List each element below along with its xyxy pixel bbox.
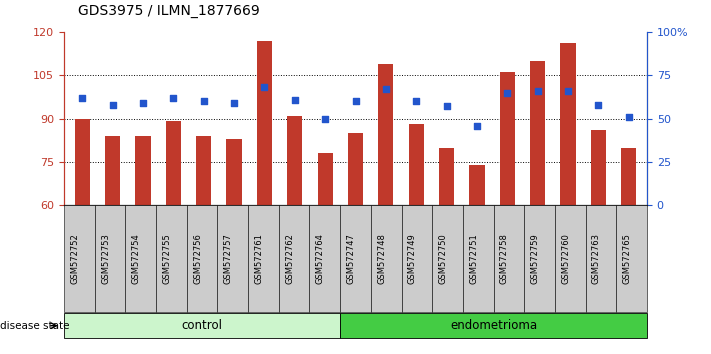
Point [562, 88, 574, 94]
Text: GSM572764: GSM572764 [316, 233, 325, 284]
Bar [226, 139, 242, 205]
Bar [591, 130, 606, 205]
Text: GSM572756: GSM572756 [193, 233, 202, 284]
Point [289, 97, 301, 102]
Bar [318, 153, 333, 205]
Text: GSM572753: GSM572753 [101, 233, 110, 284]
Text: GSM572748: GSM572748 [377, 233, 386, 284]
Text: GSM572761: GSM572761 [255, 233, 264, 284]
Point [623, 114, 634, 120]
Text: GSM572751: GSM572751 [469, 233, 479, 284]
Bar [409, 124, 424, 205]
Point [410, 98, 422, 104]
Text: GSM572755: GSM572755 [162, 233, 171, 284]
Bar [135, 136, 151, 205]
Text: GSM572759: GSM572759 [530, 233, 540, 284]
Text: disease state: disease state [0, 321, 70, 331]
Bar [75, 119, 90, 205]
Point [319, 116, 331, 121]
Point [137, 100, 149, 106]
Point [593, 102, 604, 108]
Point [380, 86, 392, 92]
Bar [287, 116, 302, 205]
Bar [621, 148, 636, 205]
Text: GSM572765: GSM572765 [623, 233, 631, 284]
Bar [469, 165, 485, 205]
Bar [348, 133, 363, 205]
Text: control: control [181, 319, 223, 332]
Text: GSM572758: GSM572758 [500, 233, 509, 284]
Text: GSM572760: GSM572760 [561, 233, 570, 284]
Point [198, 98, 209, 104]
Bar [560, 44, 576, 205]
Bar [257, 41, 272, 205]
Text: GDS3975 / ILMN_1877669: GDS3975 / ILMN_1877669 [78, 4, 260, 18]
Point [471, 123, 483, 129]
Bar [500, 72, 515, 205]
Point [168, 95, 179, 101]
Bar [196, 136, 211, 205]
Text: GSM572747: GSM572747 [346, 233, 356, 284]
Text: GSM572754: GSM572754 [132, 233, 141, 284]
Text: GSM572762: GSM572762 [285, 233, 294, 284]
Text: GSM572749: GSM572749 [408, 233, 417, 284]
Text: endometrioma: endometrioma [450, 319, 537, 332]
Point [259, 85, 270, 90]
Point [502, 90, 513, 96]
Bar [530, 61, 545, 205]
Point [350, 98, 361, 104]
Bar [439, 148, 454, 205]
Point [532, 88, 543, 94]
Bar [378, 64, 393, 205]
Point [228, 100, 240, 106]
Text: GSM572750: GSM572750 [439, 233, 447, 284]
Text: GSM572757: GSM572757 [224, 233, 232, 284]
Text: GSM572752: GSM572752 [70, 233, 80, 284]
Bar [105, 136, 120, 205]
Bar [166, 121, 181, 205]
Point [107, 102, 118, 108]
Point [441, 104, 452, 109]
Point [77, 95, 88, 101]
Text: GSM572763: GSM572763 [592, 233, 601, 284]
